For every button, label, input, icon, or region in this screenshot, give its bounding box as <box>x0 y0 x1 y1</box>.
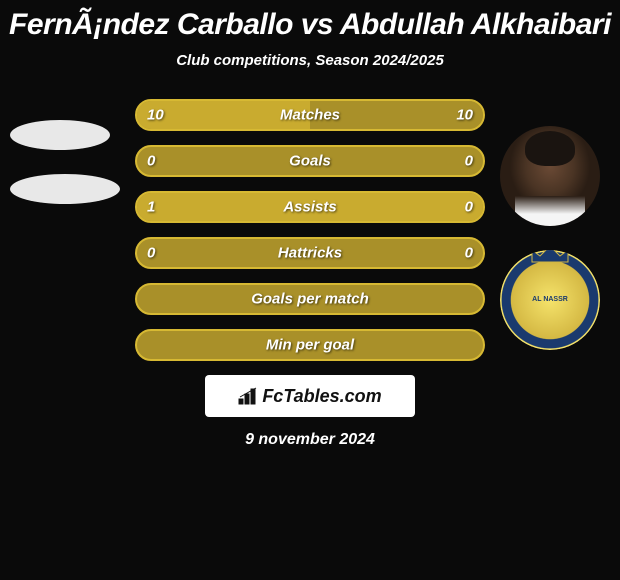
fctables-label: FcTables.com <box>262 386 381 407</box>
stat-label: Min per goal <box>266 337 354 354</box>
stat-value-left: 0 <box>147 153 155 170</box>
stat-label: Goals per match <box>251 291 369 308</box>
subtitle: Club competitions, Season 2024/2025 <box>0 52 620 69</box>
stat-value-left: 1 <box>147 199 155 216</box>
left-avatar-placeholder-1 <box>10 120 110 150</box>
left-avatar-placeholder-2 <box>10 174 120 204</box>
stat-row: 0 0 Hattricks <box>135 237 485 269</box>
stat-label: Matches <box>280 107 340 124</box>
date-label: 9 november 2024 <box>0 431 620 449</box>
right-player-avatar <box>500 126 600 226</box>
stat-value-left: 0 <box>147 245 155 262</box>
stat-value-right: 0 <box>465 245 473 262</box>
crest-label: AL NASSR <box>532 296 568 304</box>
stat-row: Goals per match <box>135 283 485 315</box>
stat-value-left: 10 <box>147 107 164 124</box>
chart-icon <box>238 387 258 405</box>
stat-value-right: 0 <box>465 153 473 170</box>
fctables-badge: FcTables.com <box>205 375 415 417</box>
right-club-crest: AL NASSR <box>500 250 600 350</box>
stat-value-right: 0 <box>465 199 473 216</box>
stat-label: Goals <box>289 153 331 170</box>
stat-row: 0 0 Goals <box>135 145 485 177</box>
left-avatar-column <box>10 120 120 228</box>
stat-row: 1 0 Assists <box>135 191 485 223</box>
stat-label: Assists <box>283 199 336 216</box>
right-avatar-column: AL NASSR <box>500 126 600 350</box>
stat-row: Min per goal <box>135 329 485 361</box>
stat-row: 10 10 Matches <box>135 99 485 131</box>
stat-value-right: 10 <box>456 107 473 124</box>
stat-label: Hattricks <box>278 245 342 262</box>
page-title: FernÃ¡ndez Carballo vs Abdullah Alkhaiba… <box>0 0 620 42</box>
crown-icon <box>528 250 572 266</box>
